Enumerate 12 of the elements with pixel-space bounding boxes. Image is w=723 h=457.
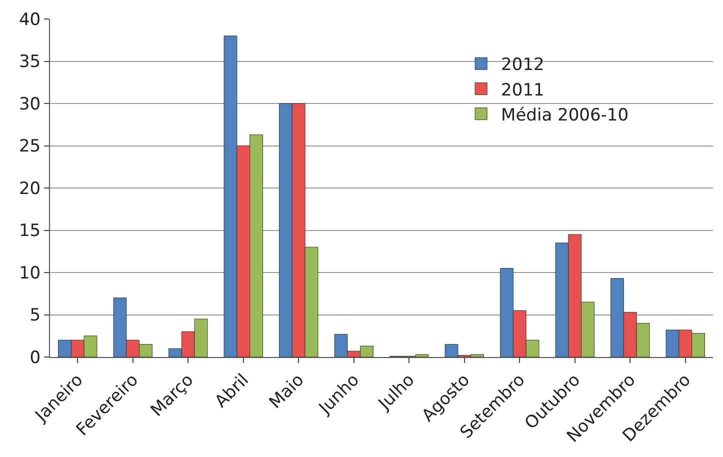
y-tick-label: 15 bbox=[18, 221, 41, 242]
legend-label: Média 2006-10 bbox=[501, 105, 629, 126]
y-tick-label: 30 bbox=[18, 94, 41, 114]
legend-label: 2012 bbox=[501, 55, 544, 76]
legend-label: 2011 bbox=[501, 80, 544, 100]
y-tick-label: 25 bbox=[18, 136, 41, 157]
y-tick-label: 5 bbox=[30, 306, 41, 326]
y-tick-label: 0 bbox=[30, 348, 41, 368]
y-tick-label: 35 bbox=[18, 52, 41, 72]
y-tick-label: 40 bbox=[18, 10, 41, 30]
y-tick-label: 20 bbox=[18, 178, 41, 199]
y-tick-label: 10 bbox=[18, 263, 41, 284]
